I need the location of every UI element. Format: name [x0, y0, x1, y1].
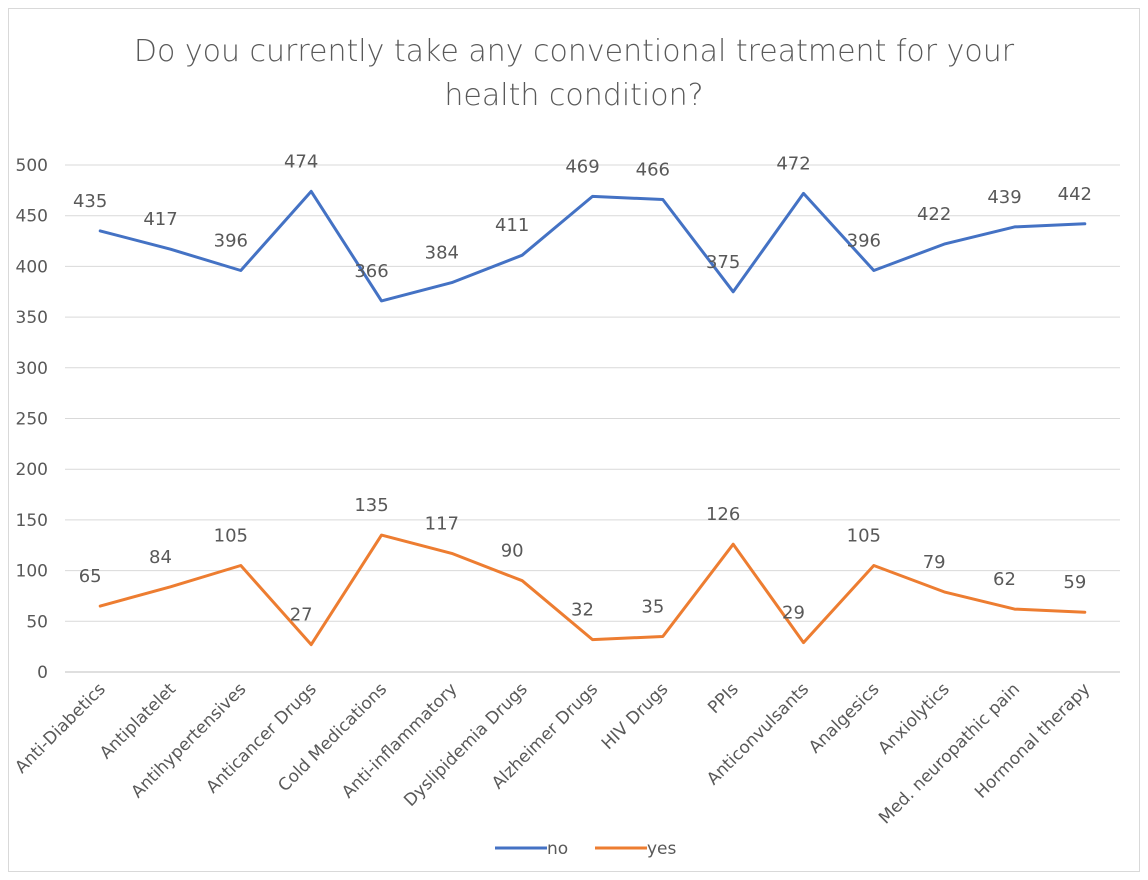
series-line-yes	[98, 533, 1087, 647]
x-tick-label: Hormonal therapy	[971, 679, 1094, 802]
data-label-yes: 105	[214, 526, 248, 547]
data-label-yes: 135	[354, 495, 388, 516]
data-label-yes: 79	[923, 552, 946, 573]
data-label-no: 366	[354, 261, 388, 282]
x-tick-label: HIV Drugs	[598, 679, 673, 754]
data-label-yes: 105	[847, 526, 881, 547]
series-line-no	[98, 189, 1087, 303]
data-label-no: 422	[917, 204, 951, 225]
data-label-yes: 59	[1063, 572, 1086, 593]
y-tick-label: 200	[16, 460, 48, 480]
legend-label-yes: yes	[647, 839, 677, 859]
y-tick-label: 450	[16, 207, 48, 227]
y-tick-label: 0	[37, 663, 48, 683]
legend: no yes	[495, 839, 677, 859]
y-tick-label: 100	[16, 562, 48, 582]
data-label-no: 375	[706, 252, 740, 273]
legend-label-no: no	[547, 839, 568, 859]
data-label-yes: 84	[149, 547, 172, 568]
data-label-yes: 32	[571, 600, 594, 621]
data-label-no: 472	[776, 153, 810, 174]
y-tick-label: 350	[16, 308, 48, 328]
data-label-no: 469	[565, 156, 599, 177]
data-label-yes: 35	[641, 597, 664, 618]
data-label-no: 466	[636, 159, 670, 180]
y-tick-label: 300	[16, 359, 48, 379]
chart-frame	[8, 8, 1140, 872]
data-label-no: 396	[847, 230, 881, 251]
chart-title-line-2: health condition?	[444, 78, 704, 113]
data-label-yes: 62	[993, 569, 1016, 590]
x-tick-label: Analgesics	[805, 679, 883, 757]
y-tick-label: 150	[16, 511, 48, 531]
y-tick-label: 500	[16, 156, 48, 176]
x-tick-label: Dyslipidemia Drugs	[400, 679, 531, 810]
y-tick-label: 250	[16, 410, 48, 430]
data-label-no: 417	[143, 209, 177, 230]
y-tick-label: 50	[26, 612, 48, 632]
chart-title: Do you currently take any conventional t…	[0, 30, 1148, 118]
data-label-no: 439	[987, 187, 1021, 208]
data-label-yes: 126	[706, 504, 740, 525]
data-label-no: 474	[284, 151, 318, 172]
data-label-no: 442	[1058, 184, 1092, 205]
y-axis-tick-labels: 0 50 100 150 200 250 300 350 400 450 500	[16, 156, 48, 683]
x-tick-label: Med. neuropathic pain	[875, 679, 1024, 828]
data-label-yes: 29	[782, 603, 805, 624]
x-tick-label: PPIs	[704, 679, 743, 718]
x-tick-label: Anti-Diabetics	[11, 679, 109, 777]
x-axis-tick-labels: Anti-DiabeticsAntiplateletAntihypertensi…	[11, 679, 1094, 828]
data-label-yes: 27	[290, 605, 313, 626]
data-label-no: 384	[425, 243, 459, 264]
data-label-no: 435	[73, 191, 107, 212]
data-label-no: 396	[214, 230, 248, 251]
series-lines	[98, 189, 1087, 647]
chart-title-line-1: Do you currently take any conventional t…	[133, 34, 1015, 69]
gridlines	[65, 164, 1120, 673]
data-label-yes: 90	[501, 541, 524, 562]
data-labels: 435 417 396 474 366 384 411 469 466 375 472 396 422 4…	[73, 151, 1092, 625]
y-tick-label: 400	[16, 257, 48, 277]
x-tick-label: Antihypertensives	[128, 679, 251, 802]
x-tick-label: Anti-inflammatory	[338, 679, 461, 802]
data-label-yes: 65	[79, 566, 102, 587]
data-label-no: 411	[495, 215, 529, 236]
data-label-yes: 117	[425, 513, 459, 534]
